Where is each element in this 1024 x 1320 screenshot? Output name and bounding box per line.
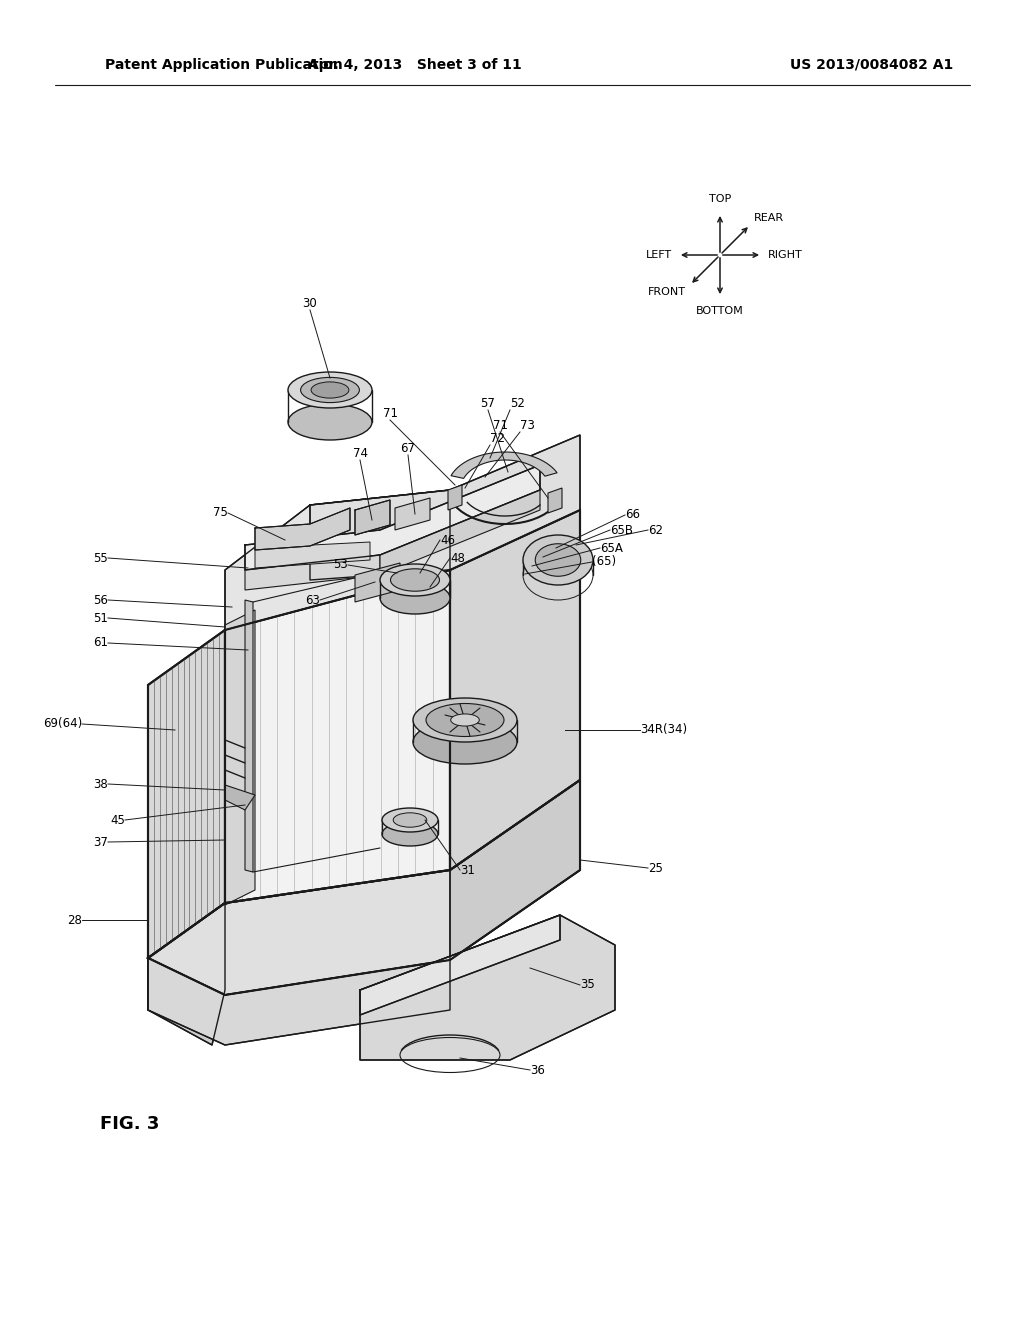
Ellipse shape — [413, 719, 517, 764]
Ellipse shape — [536, 544, 581, 577]
Ellipse shape — [382, 808, 438, 832]
Text: 71: 71 — [383, 407, 397, 420]
Polygon shape — [225, 785, 255, 810]
Polygon shape — [360, 915, 615, 1060]
Polygon shape — [148, 958, 450, 1045]
Text: 55: 55 — [93, 552, 108, 565]
Text: LEFT: LEFT — [646, 249, 672, 260]
Polygon shape — [395, 498, 430, 531]
Polygon shape — [310, 436, 580, 579]
Ellipse shape — [393, 813, 427, 828]
Text: 61: 61 — [93, 636, 108, 649]
Text: 28: 28 — [68, 913, 82, 927]
Ellipse shape — [451, 714, 479, 726]
Ellipse shape — [380, 582, 450, 614]
Polygon shape — [360, 915, 560, 1015]
Text: 67: 67 — [400, 442, 416, 455]
Text: 51: 51 — [93, 611, 108, 624]
Ellipse shape — [288, 404, 372, 440]
Text: (65): (65) — [592, 556, 616, 569]
Polygon shape — [225, 490, 450, 630]
Text: 46: 46 — [440, 533, 455, 546]
Text: FIG. 3: FIG. 3 — [100, 1115, 160, 1133]
Text: 38: 38 — [93, 777, 108, 791]
Text: 56: 56 — [93, 594, 108, 606]
Text: 35: 35 — [580, 978, 595, 991]
Text: 72: 72 — [490, 432, 505, 445]
Text: 25: 25 — [648, 862, 663, 874]
Text: 62: 62 — [648, 524, 663, 536]
Polygon shape — [148, 780, 580, 995]
Polygon shape — [255, 508, 350, 550]
Text: BOTTOM: BOTTOM — [696, 306, 743, 315]
Ellipse shape — [380, 564, 450, 597]
Text: 71: 71 — [493, 418, 508, 432]
Ellipse shape — [523, 535, 593, 585]
Text: 75: 75 — [213, 507, 228, 520]
Text: 31: 31 — [460, 863, 475, 876]
Polygon shape — [380, 490, 540, 576]
Text: 48: 48 — [450, 552, 465, 565]
Ellipse shape — [426, 704, 504, 737]
Polygon shape — [451, 451, 557, 478]
Polygon shape — [355, 500, 390, 535]
Text: 69(64): 69(64) — [43, 718, 82, 730]
Text: 66: 66 — [625, 508, 640, 521]
Text: 45: 45 — [111, 813, 125, 826]
Ellipse shape — [288, 372, 372, 408]
Polygon shape — [245, 601, 253, 873]
Ellipse shape — [311, 381, 349, 399]
Polygon shape — [245, 465, 540, 570]
Text: Apr. 4, 2013   Sheet 3 of 11: Apr. 4, 2013 Sheet 3 of 11 — [308, 58, 522, 73]
Text: US 2013/0084082 A1: US 2013/0084082 A1 — [790, 58, 953, 73]
Polygon shape — [355, 564, 400, 602]
Text: TOP: TOP — [709, 194, 731, 205]
Text: Patent Application Publication: Patent Application Publication — [105, 58, 343, 73]
Polygon shape — [148, 903, 225, 1045]
Text: 74: 74 — [352, 447, 368, 459]
Polygon shape — [449, 484, 462, 510]
Text: 36: 36 — [530, 1064, 545, 1077]
Text: 53: 53 — [333, 558, 348, 572]
Text: 37: 37 — [93, 836, 108, 849]
Polygon shape — [450, 510, 580, 870]
Text: 34R(34): 34R(34) — [640, 723, 687, 737]
Text: 52: 52 — [510, 397, 525, 411]
Ellipse shape — [301, 378, 359, 403]
Polygon shape — [148, 630, 225, 958]
Polygon shape — [225, 610, 255, 906]
Polygon shape — [255, 543, 370, 568]
Text: FRONT: FRONT — [648, 286, 686, 297]
Ellipse shape — [382, 822, 438, 846]
Text: 63: 63 — [305, 594, 319, 606]
Text: REAR: REAR — [754, 213, 784, 223]
Polygon shape — [245, 554, 380, 590]
Polygon shape — [450, 780, 580, 960]
Text: 73: 73 — [520, 418, 535, 432]
Text: RIGHT: RIGHT — [768, 249, 803, 260]
Ellipse shape — [390, 569, 439, 591]
Ellipse shape — [413, 698, 517, 742]
Polygon shape — [548, 488, 562, 513]
Text: 57: 57 — [480, 397, 496, 411]
Text: 65A: 65A — [600, 541, 623, 554]
Text: 30: 30 — [303, 297, 317, 310]
Polygon shape — [225, 570, 450, 903]
Text: 65B: 65B — [610, 524, 633, 536]
